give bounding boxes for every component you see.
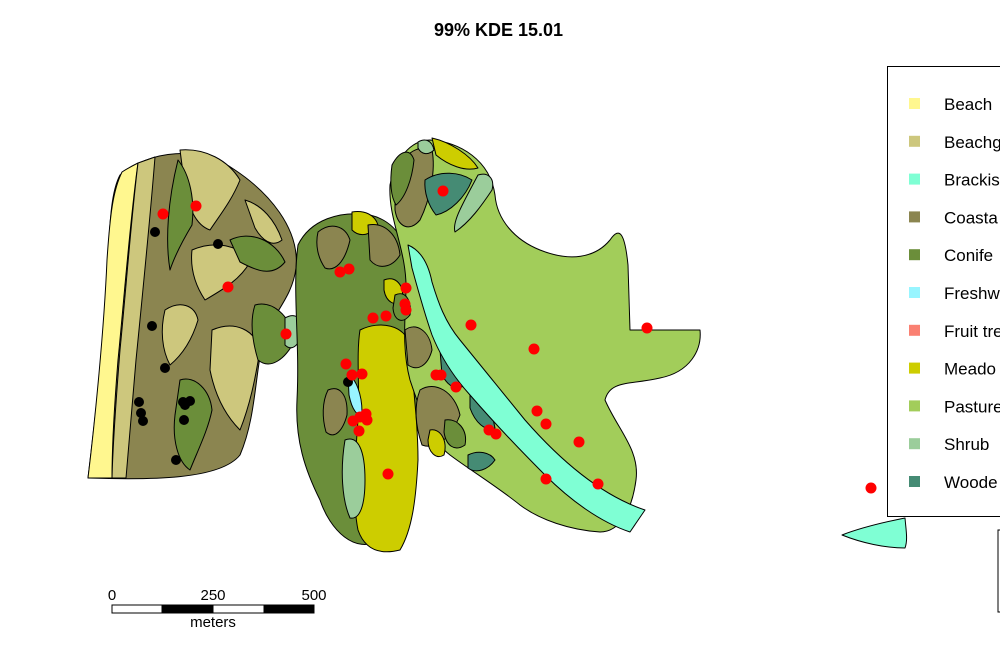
habitat-map — [87, 137, 908, 553]
legend-swatch — [909, 249, 920, 261]
legend-swatch — [909, 173, 920, 185]
coastal-patch-middle-2 — [322, 388, 348, 436]
map-title: 99% KDE 15.01 — [433, 20, 564, 40]
red-point — [380, 310, 392, 322]
shrub-area-middle — [341, 438, 366, 519]
scale-unit-label: meters — [190, 614, 236, 631]
red-point — [367, 312, 379, 324]
red-points — [157, 185, 877, 494]
red-point — [592, 478, 604, 490]
legend-label: Pasture — [944, 397, 1000, 416]
legend-swatch — [909, 476, 920, 487]
red-point — [334, 266, 346, 278]
beachgrass-patch-3 — [209, 325, 261, 431]
black-point — [147, 321, 157, 331]
red-point — [340, 358, 352, 370]
red-point — [573, 436, 585, 448]
red-point — [865, 482, 877, 494]
legend-label: Fruit tre — [944, 322, 1000, 341]
wooded-patch-river-3 — [467, 451, 496, 472]
red-point — [190, 200, 202, 212]
legend-swatch — [909, 438, 920, 450]
black-point — [136, 408, 146, 418]
red-point — [435, 369, 447, 381]
legend-label: Woode — [944, 473, 998, 492]
legend-swatch — [909, 287, 920, 298]
legend-label: Conife — [944, 246, 993, 265]
scale-tick-label: 500 — [301, 587, 326, 604]
legend-label: Beach — [944, 95, 992, 114]
coastal-patch-right-2 — [404, 326, 433, 369]
conifer-patch-left-4 — [251, 303, 296, 365]
black-point — [171, 455, 181, 465]
shrub-patch-top-2 — [453, 173, 494, 233]
red-point — [437, 185, 449, 197]
red-point — [465, 319, 477, 331]
beachgrass-patch-5 — [244, 199, 283, 244]
conifer-patch-left-1 — [167, 159, 194, 271]
conifer-patch-right-3 — [443, 419, 467, 449]
legend-swatch — [909, 98, 920, 109]
scale-tick-label: 250 — [200, 587, 225, 604]
wooded-patch-top — [424, 172, 473, 216]
legend-label: Shrub — [944, 435, 989, 454]
pasture-area-right — [389, 139, 701, 533]
red-point — [641, 322, 653, 334]
legend-swatch — [909, 362, 920, 374]
legend-label: Coasta — [944, 208, 998, 227]
red-point — [343, 263, 355, 275]
red-point — [356, 368, 368, 380]
scale-bar: 0 250 500 meters — [108, 587, 327, 631]
black-point — [150, 227, 160, 237]
black-point — [160, 363, 170, 373]
red-point — [540, 418, 552, 430]
red-point — [528, 343, 540, 355]
legend: Beach Beachg Brackis Coasta Conife Freshw Frui… — [887, 66, 1000, 517]
red-point — [400, 304, 412, 316]
black-point — [138, 416, 148, 426]
beachgrass-patch-4 — [161, 304, 199, 366]
legend-box — [887, 66, 1000, 517]
legend-swatch — [909, 135, 920, 147]
beachgrass-patch-2 — [191, 244, 251, 301]
legend-label: Beachg — [944, 133, 1000, 152]
legend-swatch — [909, 400, 920, 412]
scale-tick-label: 0 — [108, 587, 116, 604]
red-point — [353, 425, 365, 437]
north-arrow-box-edge — [997, 529, 1000, 613]
black-point — [134, 397, 144, 407]
red-point — [346, 369, 358, 381]
red-point — [280, 328, 292, 340]
meadow-patch-right-2 — [427, 429, 446, 457]
red-point — [490, 428, 502, 440]
black-point — [180, 400, 190, 410]
red-point — [400, 282, 412, 294]
legend-label: Freshw — [944, 284, 1000, 303]
legend-swatch — [909, 324, 920, 336]
coastal-patch-middle-3 — [367, 224, 401, 267]
meadow-patch-right — [431, 137, 479, 170]
shrub-patch-top — [417, 139, 435, 155]
brackish-river — [407, 244, 646, 533]
black-point — [213, 239, 223, 249]
black-points — [134, 227, 353, 465]
red-point — [157, 208, 169, 220]
black-point — [179, 415, 189, 425]
beachgrass-strip — [111, 156, 156, 479]
conifer-patch-right-1 — [390, 151, 415, 206]
red-point — [382, 468, 394, 480]
legend-label: Meado — [944, 360, 996, 379]
red-point — [540, 473, 552, 485]
legend-label: Brackis — [944, 171, 1000, 190]
brackish-fragment — [841, 517, 908, 549]
red-point — [450, 381, 462, 393]
conifer-patch-left-3 — [229, 235, 286, 272]
coastal-patch-middle-1 — [316, 225, 351, 270]
legend-swatch — [909, 211, 920, 223]
red-point — [222, 281, 234, 293]
red-point — [531, 405, 543, 417]
red-point — [361, 414, 373, 426]
